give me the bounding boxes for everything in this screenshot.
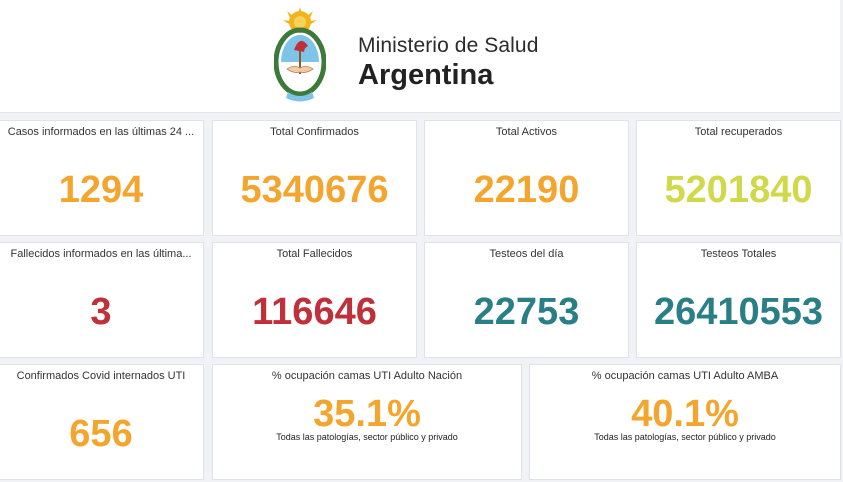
card-label: Testeos Totales [700, 248, 777, 260]
card-label: Total Fallecidos [276, 248, 353, 260]
card-cases-24h[interactable]: Casos informados en las últimas 24 ... 1… [0, 120, 204, 236]
card-label: Total Confirmados [270, 126, 359, 138]
card-deaths-24h[interactable]: Fallecidos informados en las última... 3 [0, 242, 204, 358]
card-value: 26410553 [653, 291, 824, 333]
card-total-deaths[interactable]: Total Fallecidos 116646 [212, 242, 417, 358]
card-value: 3 [90, 291, 112, 333]
header: Ministerio de Salud Argentina [0, 0, 840, 113]
card-label: Total Activos [495, 126, 558, 138]
card-value: 656 [69, 413, 133, 455]
card-value: 5201840 [664, 169, 813, 211]
card-total-recovered[interactable]: Total recuperados 5201840 [636, 120, 841, 236]
card-tests-total[interactable]: Testeos Totales 26410553 [636, 242, 841, 358]
card-value: 1294 [58, 169, 144, 211]
card-value: 22190 [473, 169, 580, 211]
card-label: Fallecidos informados en las última... [10, 248, 192, 260]
card-tests-day[interactable]: Testeos del día 22753 [424, 242, 629, 358]
card-note: Todas las patologías, sector público y p… [594, 432, 776, 442]
card-label: Testeos del día [489, 248, 564, 260]
card-value: 40.1% [631, 393, 739, 435]
card-label: Total recuperados [694, 126, 783, 138]
argentina-coat-of-arms-icon [273, 6, 327, 106]
card-label: % ocupación camas UTI Adulto AMBA [591, 370, 779, 382]
card-total-active[interactable]: Total Activos 22190 [424, 120, 629, 236]
card-note: Todas las patologías, sector público y p… [276, 432, 458, 442]
card-value: 35.1% [313, 393, 421, 435]
card-icu-covid[interactable]: Confirmados Covid internados UTI 656 [0, 364, 204, 480]
card-value: 116646 [252, 291, 377, 333]
card-value: 22753 [473, 291, 580, 333]
card-total-confirmed[interactable]: Total Confirmados 5340676 [212, 120, 417, 236]
card-label: Confirmados Covid internados UTI [16, 370, 186, 382]
card-icu-nation[interactable]: % ocupación camas UTI Adulto Nación 35.1… [212, 364, 522, 480]
card-label: Casos informados en las últimas 24 ... [7, 126, 195, 138]
country-name: Argentina [358, 59, 494, 91]
card-label: % ocupación camas UTI Adulto Nación [271, 370, 463, 382]
ministry-name: Ministerio de Salud [358, 34, 539, 57]
card-icu-amba[interactable]: % ocupación camas UTI Adulto AMBA 40.1% … [529, 364, 841, 480]
card-value: 5340676 [240, 169, 389, 211]
